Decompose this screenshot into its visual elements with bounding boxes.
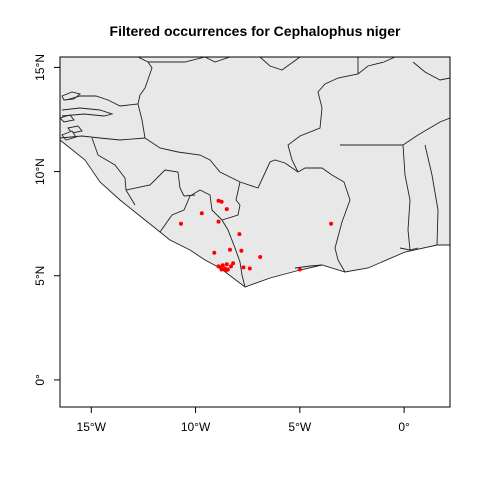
occurrence-point <box>216 219 221 224</box>
country-borders <box>60 57 450 288</box>
x-tick-label: 10°W <box>181 420 211 434</box>
occurrence-point <box>239 248 244 253</box>
occurrence-point <box>231 261 236 266</box>
y-tick-label: 0° <box>33 374 47 386</box>
occurrence-point <box>224 207 229 212</box>
occurrence-point <box>199 211 204 216</box>
x-tick-label: 5°W <box>288 420 311 434</box>
occurrence-point <box>329 221 334 226</box>
x-axis: 15°W 10°W 5°W 0° <box>77 407 410 434</box>
occurrence-point <box>212 250 217 255</box>
occurrence-point <box>297 267 302 272</box>
map-frame <box>59 56 451 408</box>
occurrence-point <box>179 221 183 226</box>
occurrence-point <box>229 264 233 269</box>
occurrence-point <box>224 262 229 267</box>
y-tick-label: 15°N <box>33 54 47 81</box>
occurrence-point <box>228 247 232 252</box>
occurrence-point <box>219 267 224 272</box>
occurrence-point <box>258 255 263 259</box>
occurrence-point <box>219 199 224 204</box>
map-title: Filtered occurrences for Cephalophus nig… <box>110 23 402 39</box>
occurrence-point <box>216 198 221 203</box>
occurrence-point <box>241 265 246 270</box>
x-tick-label: 15°W <box>77 420 107 434</box>
map-panel <box>60 57 450 407</box>
x-tick-label: 0° <box>398 420 410 434</box>
occurrence-point <box>247 266 252 271</box>
y-axis: 0° 5°N 10°N 15°N <box>33 54 60 386</box>
occurrence-point <box>216 264 221 269</box>
occurrence-point <box>237 232 242 237</box>
y-tick-label: 10°N <box>33 158 47 185</box>
occurrence-point <box>223 268 228 273</box>
occurrence-points <box>179 198 334 273</box>
y-tick-label: 5°N <box>33 266 47 286</box>
